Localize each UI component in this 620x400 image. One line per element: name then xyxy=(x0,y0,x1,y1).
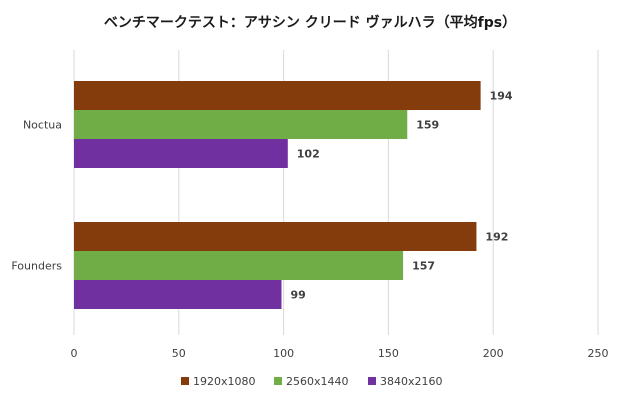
x-tick-label: 50 xyxy=(172,347,186,360)
data-label: 99 xyxy=(291,289,306,302)
x-axis: 0 50 100 150 200 250 xyxy=(71,347,609,360)
bar-2560x1440-Founders xyxy=(74,251,404,280)
legend-label: 3840x2160 xyxy=(380,375,443,388)
data-label: 102 xyxy=(297,148,320,161)
category-label: Noctua xyxy=(23,119,62,132)
bar-1920x1080-Noctua xyxy=(74,81,481,110)
x-tick-label: 150 xyxy=(378,347,399,360)
legend: 1920x1080 2560x1440 3840x2160 xyxy=(181,375,443,388)
x-tick-label: 250 xyxy=(588,347,609,360)
x-tick-label: 200 xyxy=(483,347,504,360)
bar-1920x1080-Founders xyxy=(74,222,477,251)
category-label: Founders xyxy=(11,260,62,273)
data-label: 159 xyxy=(416,119,439,132)
x-tick-label: 100 xyxy=(273,347,294,360)
data-label: 157 xyxy=(412,260,435,273)
legend-swatch xyxy=(274,377,282,385)
legend-swatch xyxy=(181,377,189,385)
bar-2560x1440-Noctua xyxy=(74,110,408,139)
bar-3840x2160-Founders xyxy=(74,280,282,309)
chart-title: ベンチマークテスト：アサシン クリード ヴァルハラ（平均fps） xyxy=(104,14,516,31)
bar-3840x2160-Noctua xyxy=(74,139,288,168)
x-tick-label: 0 xyxy=(71,347,78,360)
legend-label: 2560x1440 xyxy=(286,375,349,388)
legend-label: 1920x1080 xyxy=(193,375,256,388)
legend-swatch xyxy=(368,377,376,385)
data-label: 192 xyxy=(485,231,508,244)
y-axis: Noctua Founders xyxy=(11,119,62,273)
bars: 194 159 102 192 157 99 xyxy=(74,81,513,309)
data-label: 194 xyxy=(490,90,513,103)
